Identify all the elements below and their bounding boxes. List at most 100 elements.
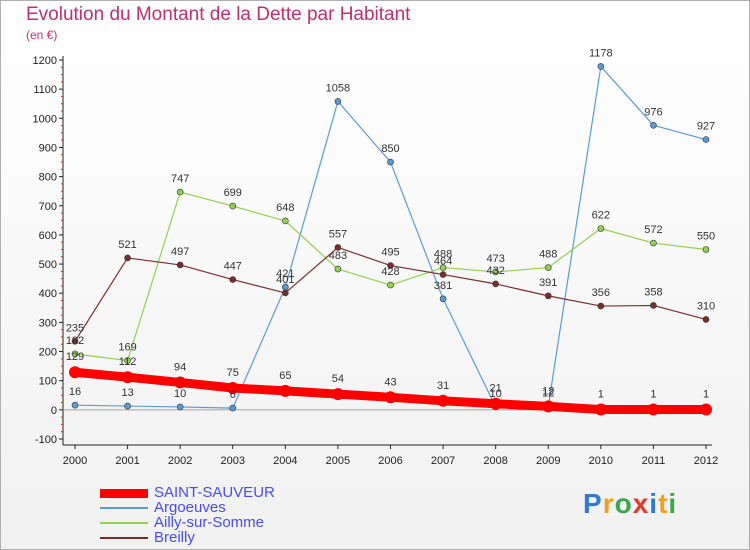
- data-label: 401: [276, 274, 294, 286]
- y-tick-label: 800: [39, 172, 57, 184]
- data-point: [544, 264, 552, 271]
- data-point: [597, 63, 605, 70]
- data-label: 488: [434, 249, 452, 261]
- legend-swatch: [100, 522, 148, 525]
- data-label: 6: [230, 389, 236, 401]
- y-tick-label: -100: [35, 434, 57, 446]
- data-label: 12: [542, 385, 554, 397]
- series-line: [74, 246, 707, 342]
- data-label: 927: [697, 121, 715, 133]
- x-tick-label: 2007: [431, 455, 455, 467]
- x-tick-label: 2010: [589, 455, 613, 467]
- data-label: 699: [224, 187, 242, 199]
- data-point: [594, 403, 607, 416]
- data-label: 10: [174, 388, 186, 400]
- series-line: [74, 65, 707, 409]
- data-label: 54: [332, 373, 344, 385]
- data-point: [492, 280, 499, 288]
- data-label: 1: [650, 389, 656, 401]
- data-label: 1: [598, 389, 604, 401]
- legend-label: Argoeuves: [154, 499, 226, 516]
- legend-item: Breilly: [100, 530, 275, 545]
- data-label: 447: [224, 261, 242, 273]
- data-label: 747: [171, 173, 189, 185]
- data-label: 391: [539, 277, 557, 289]
- y-tick-label: 400: [39, 288, 57, 300]
- data-point: [437, 394, 450, 407]
- data-label: 850: [381, 143, 399, 155]
- chart-subtitle: (en €): [26, 28, 58, 42]
- data-point: [226, 381, 239, 394]
- data-point: [489, 397, 502, 410]
- data-label: 557: [329, 228, 347, 240]
- x-tick-label: 2006: [378, 455, 402, 467]
- data-point: [124, 254, 131, 262]
- x-tick-label: 2003: [221, 455, 245, 467]
- data-point: [647, 403, 660, 416]
- legend-swatch: [100, 507, 148, 510]
- y-tick-label: 1200: [33, 55, 57, 67]
- data-point: [542, 400, 555, 413]
- data-point: [71, 350, 79, 358]
- data-point: [700, 403, 712, 416]
- data-label: 310: [697, 300, 715, 312]
- data-label: 94: [174, 361, 186, 373]
- data-point: [387, 262, 394, 269]
- data-point: [597, 302, 605, 310]
- data-label: 65: [279, 370, 291, 382]
- data-point: [334, 244, 342, 251]
- legend-item: Ailly-sur-Somme: [100, 515, 275, 530]
- data-label: 483: [329, 250, 347, 262]
- data-point: [69, 366, 81, 379]
- axes: -100 0 100 200 300 400 500 600 700 800 900 1000 1100…: [33, 55, 719, 467]
- legend-item: SAINT-SAUVEUR: [100, 485, 275, 500]
- data-label: 488: [539, 249, 557, 261]
- data-label: 473: [486, 253, 504, 265]
- data-point: [439, 271, 447, 278]
- data-point: [229, 404, 237, 412]
- data-point: [597, 225, 605, 232]
- y-tick-label: 700: [39, 201, 57, 213]
- data-point: [650, 302, 657, 309]
- x-tick-label: 2000: [63, 455, 87, 467]
- data-label: 112: [119, 356, 137, 368]
- data-label: 622: [592, 210, 610, 222]
- data-label: 10: [490, 388, 502, 400]
- y-tick-label: 1000: [33, 113, 57, 125]
- legend-swatch: [100, 488, 148, 498]
- y-tick-label: 600: [39, 230, 57, 242]
- data-point: [331, 388, 344, 401]
- legend-label: SAINT-SAUVEUR: [154, 484, 275, 501]
- data-label: 12: [542, 387, 554, 399]
- y-tick-label: 200: [39, 347, 57, 359]
- y-tick-label: 900: [39, 142, 57, 154]
- chart-title: Evolution du Montant de la Dette par Hab…: [26, 4, 411, 25]
- x-tick-label: 2005: [326, 455, 350, 467]
- data-point: [334, 98, 342, 105]
- data-label: 428: [381, 266, 399, 278]
- x-tick-label: 2012: [694, 455, 718, 467]
- data-point: [492, 268, 499, 276]
- data-point: [282, 289, 289, 297]
- legend-label: Ailly-sur-Somme: [154, 514, 265, 531]
- data-point: [176, 403, 184, 411]
- data-point: [384, 391, 397, 404]
- data-point: [71, 401, 79, 409]
- data-label: 648: [276, 202, 294, 214]
- data-point: [702, 246, 710, 253]
- data-point: [121, 371, 134, 384]
- data-point: [229, 202, 237, 210]
- data-label: 356: [592, 287, 610, 299]
- data-label: 16: [69, 386, 81, 398]
- y-tick-label: 0: [51, 405, 57, 417]
- data-point: [124, 357, 131, 364]
- data-label: 75: [227, 367, 239, 379]
- data-label: 432: [486, 265, 504, 277]
- data-label: 31: [437, 380, 449, 392]
- data-point: [544, 292, 552, 300]
- data-point: [702, 136, 710, 143]
- data-point: [650, 239, 657, 247]
- y-tick-label: 300: [39, 317, 57, 329]
